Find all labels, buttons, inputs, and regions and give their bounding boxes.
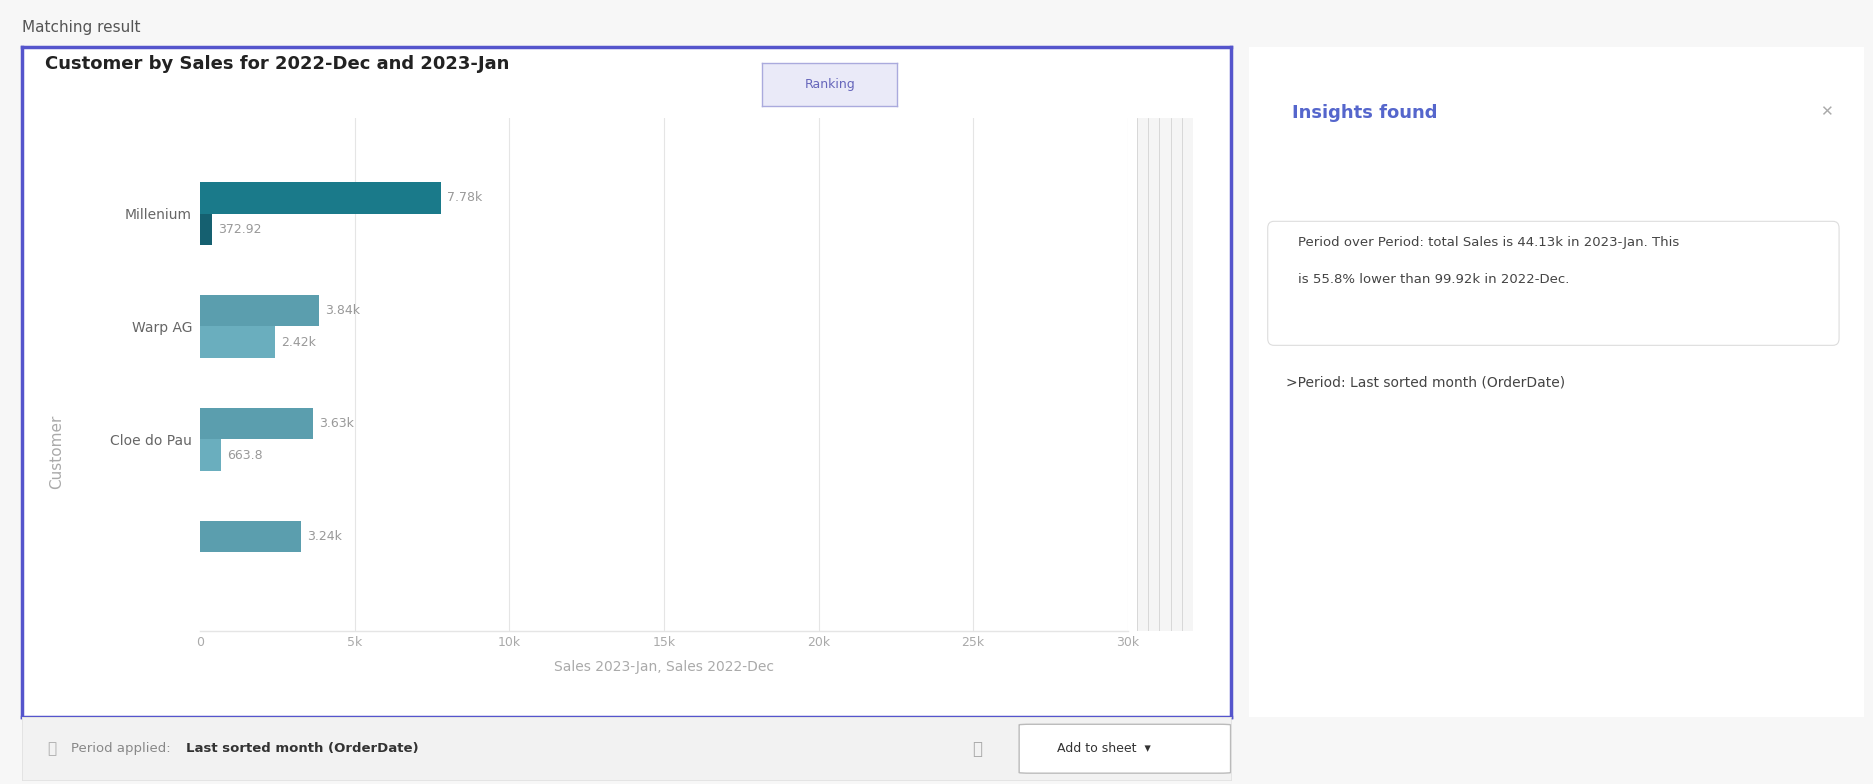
Text: Period applied:: Period applied: xyxy=(71,742,180,755)
Bar xyxy=(200,182,440,213)
Text: ✕: ✕ xyxy=(1821,104,1834,119)
Text: 3.63k: 3.63k xyxy=(318,417,354,430)
Text: 7.78k: 7.78k xyxy=(448,191,481,204)
Text: 2.42k: 2.42k xyxy=(281,336,317,349)
Text: Customer by Sales for 2022-Dec and 2023-Jan: Customer by Sales for 2022-Dec and 2023-… xyxy=(45,55,509,73)
Bar xyxy=(200,408,313,439)
Text: ⓘ: ⓘ xyxy=(47,741,56,757)
Text: 372.92: 372.92 xyxy=(217,223,262,236)
FancyBboxPatch shape xyxy=(1019,724,1231,773)
Bar xyxy=(200,213,212,245)
Text: is 55.8% lower than 99.92k in 2022-Dec.: is 55.8% lower than 99.92k in 2022-Dec. xyxy=(1298,273,1570,286)
Text: 3.84k: 3.84k xyxy=(326,304,360,317)
Bar xyxy=(200,295,318,326)
Bar xyxy=(200,521,300,552)
Text: Add to sheet  ▾: Add to sheet ▾ xyxy=(1056,742,1150,755)
Bar xyxy=(200,439,221,471)
Text: Period over Period: total Sales is 44.13k in 2023-Jan. This: Period over Period: total Sales is 44.13… xyxy=(1298,236,1680,249)
Text: 3.24k: 3.24k xyxy=(307,530,341,543)
Text: 663.8: 663.8 xyxy=(227,448,262,462)
Text: Customer: Customer xyxy=(49,414,64,488)
Bar xyxy=(200,326,275,358)
Text: Ranking: Ranking xyxy=(804,78,856,91)
FancyBboxPatch shape xyxy=(1268,221,1839,345)
Text: Last sorted month (OrderDate): Last sorted month (OrderDate) xyxy=(185,742,418,755)
Text: >Period: Last sorted month (OrderDate): >Period: Last sorted month (OrderDate) xyxy=(1287,376,1566,390)
Text: Matching result: Matching result xyxy=(22,20,140,34)
Text: 👍: 👍 xyxy=(972,740,981,757)
X-axis label: Sales 2023-Jan, Sales 2022-Dec: Sales 2023-Jan, Sales 2022-Dec xyxy=(554,660,774,674)
Text: Insights found: Insights found xyxy=(1292,104,1438,122)
